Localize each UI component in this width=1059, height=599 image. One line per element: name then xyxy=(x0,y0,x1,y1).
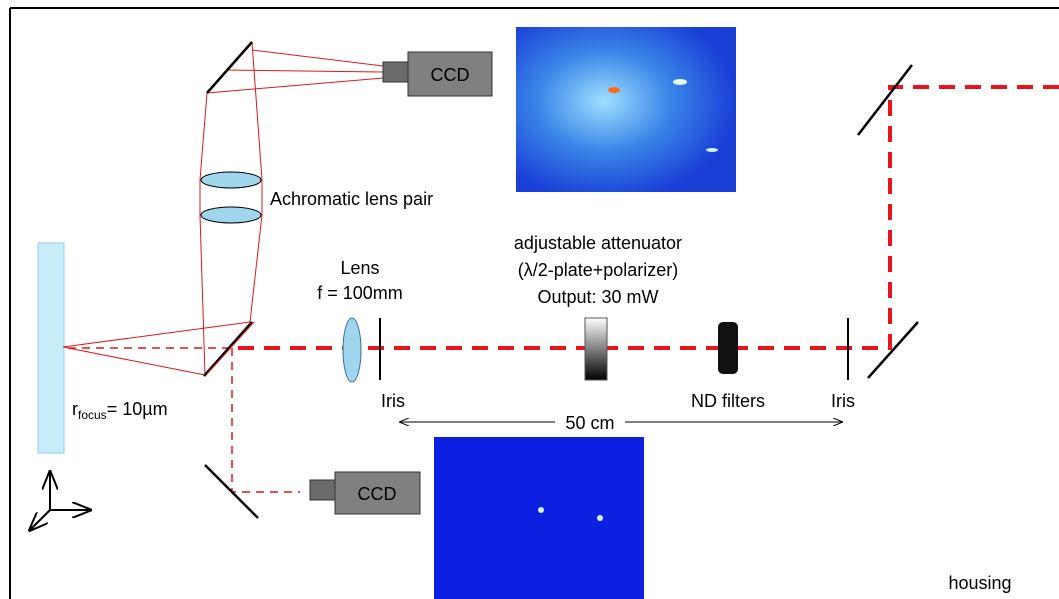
sample xyxy=(38,243,64,453)
setup-diagram: CCD CCD Achromatic lens pair Lens f = 10… xyxy=(0,0,1059,599)
label: Achromatic lens pair xyxy=(270,189,433,209)
label: adjustable attenuator xyxy=(514,233,682,253)
label: Iris xyxy=(831,391,855,411)
label: ND filters xyxy=(691,391,765,411)
label: housing xyxy=(948,573,1011,593)
focus-label: rfocus= 10µm xyxy=(72,399,168,422)
spot xyxy=(597,515,603,521)
label: f = 100mm xyxy=(317,283,403,303)
label: Output: 30 mW xyxy=(537,287,658,307)
label: focus xyxy=(78,408,107,422)
label: 50 cm xyxy=(565,413,614,433)
label: CCD xyxy=(431,65,470,85)
lens-pair xyxy=(201,172,261,223)
label: CCD xyxy=(358,484,397,504)
label: Lens xyxy=(340,258,379,278)
spots-image xyxy=(434,437,644,599)
label: (λ/2-plate+polarizer) xyxy=(518,260,679,280)
label: = 10µm xyxy=(107,399,168,419)
speckle-image xyxy=(516,27,736,192)
axes-icon xyxy=(30,472,90,530)
spot xyxy=(538,507,544,513)
nd-filter xyxy=(718,322,738,374)
lens xyxy=(343,318,361,382)
label: Iris xyxy=(381,391,405,411)
attenuator xyxy=(585,318,607,380)
laser-beam xyxy=(232,348,300,492)
